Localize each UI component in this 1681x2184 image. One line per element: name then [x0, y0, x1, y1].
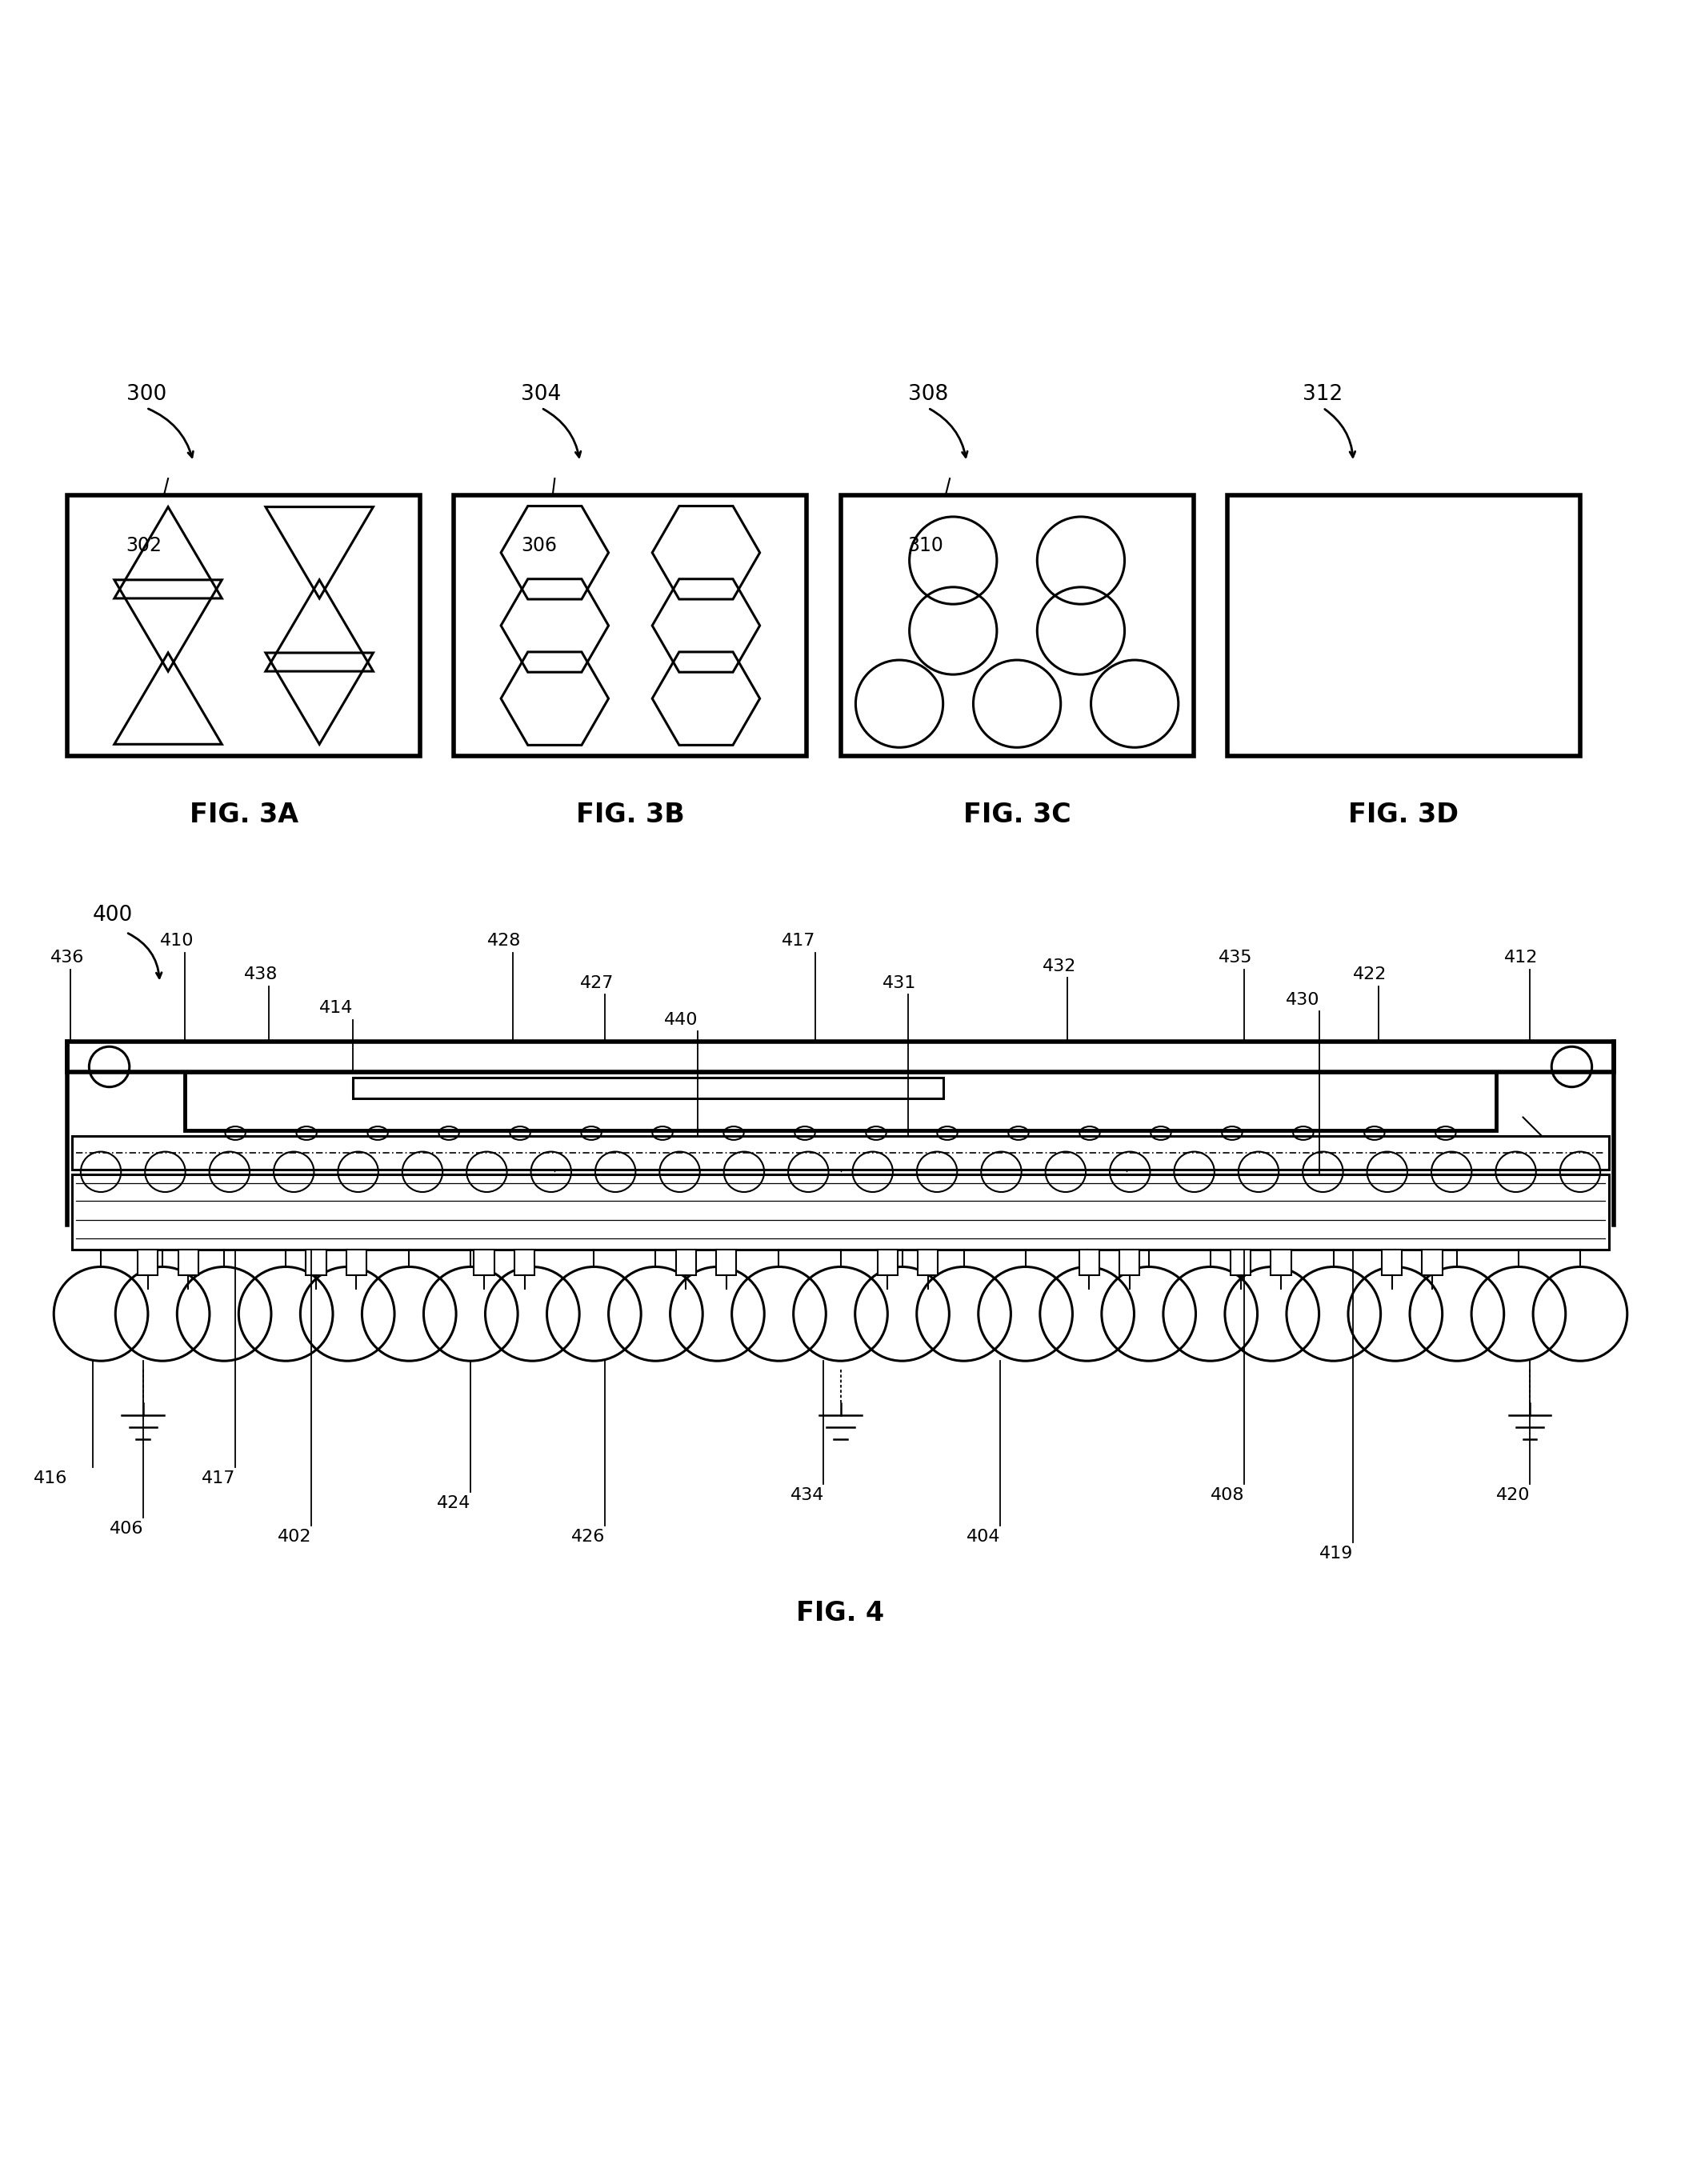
Bar	[1382, 1249, 1402, 1275]
Bar	[1422, 1249, 1442, 1275]
Text: 440: 440	[664, 1011, 698, 1029]
Text: 402: 402	[277, 1529, 311, 1544]
Text: 404: 404	[967, 1529, 1000, 1544]
Text: 426: 426	[572, 1529, 605, 1544]
Text: 417: 417	[782, 933, 815, 950]
Text: FIG. 3D: FIG. 3D	[1348, 802, 1459, 828]
Bar	[138, 1249, 158, 1275]
Text: 419: 419	[1320, 1546, 1353, 1562]
Text: 400: 400	[92, 904, 133, 926]
Bar	[178, 1249, 198, 1275]
Bar	[1230, 1249, 1251, 1275]
Bar	[514, 1249, 535, 1275]
Text: FIG. 3B: FIG. 3B	[577, 802, 684, 828]
Text: 306: 306	[521, 535, 556, 555]
Bar	[306, 1249, 326, 1275]
Text: 308: 308	[908, 384, 948, 404]
Bar	[67, 1042, 1614, 1072]
Text: 438: 438	[244, 968, 277, 983]
Text: 310: 310	[908, 535, 943, 555]
Text: 300: 300	[126, 384, 166, 404]
Text: 416: 416	[34, 1470, 67, 1485]
Bar	[877, 1249, 898, 1275]
Text: 420: 420	[1496, 1487, 1530, 1503]
Bar	[67, 496, 420, 756]
Text: 424: 424	[437, 1496, 471, 1511]
Text: FIG. 3C: FIG. 3C	[963, 802, 1071, 828]
Bar	[1271, 1249, 1291, 1275]
Bar	[716, 1249, 736, 1275]
Bar	[72, 1175, 1609, 1249]
Text: FIG. 4: FIG. 4	[797, 1601, 884, 1627]
Text: 304: 304	[521, 384, 561, 404]
Text: 434: 434	[790, 1487, 824, 1503]
Bar	[1227, 496, 1580, 756]
Text: 302: 302	[126, 535, 161, 555]
Text: 431: 431	[883, 974, 916, 992]
Text: 422: 422	[1353, 968, 1387, 983]
Text: FIG. 3A: FIG. 3A	[190, 802, 298, 828]
Bar	[1120, 1249, 1140, 1275]
Text: 408: 408	[1210, 1487, 1244, 1503]
Text: 435: 435	[1219, 950, 1252, 965]
Bar	[1079, 1249, 1099, 1275]
Bar	[346, 1249, 366, 1275]
Text: 412: 412	[1504, 950, 1538, 965]
Text: 312: 312	[1303, 384, 1343, 404]
Text: 436: 436	[50, 950, 84, 965]
Text: 428: 428	[487, 933, 521, 950]
Bar	[840, 496, 1194, 756]
Bar	[185, 1072, 1496, 1131]
Bar	[474, 1249, 494, 1275]
Text: 427: 427	[580, 974, 614, 992]
Text: 430: 430	[1286, 992, 1320, 1009]
Bar	[454, 496, 807, 756]
Bar	[676, 1249, 696, 1275]
Bar	[72, 1136, 1609, 1168]
Text: 406: 406	[109, 1520, 143, 1538]
Text: 417: 417	[202, 1470, 235, 1485]
Text: 414: 414	[319, 1000, 353, 1016]
Text: 410: 410	[160, 933, 193, 950]
Bar	[353, 1077, 943, 1099]
Text: 432: 432	[1042, 959, 1076, 974]
Bar	[918, 1249, 938, 1275]
